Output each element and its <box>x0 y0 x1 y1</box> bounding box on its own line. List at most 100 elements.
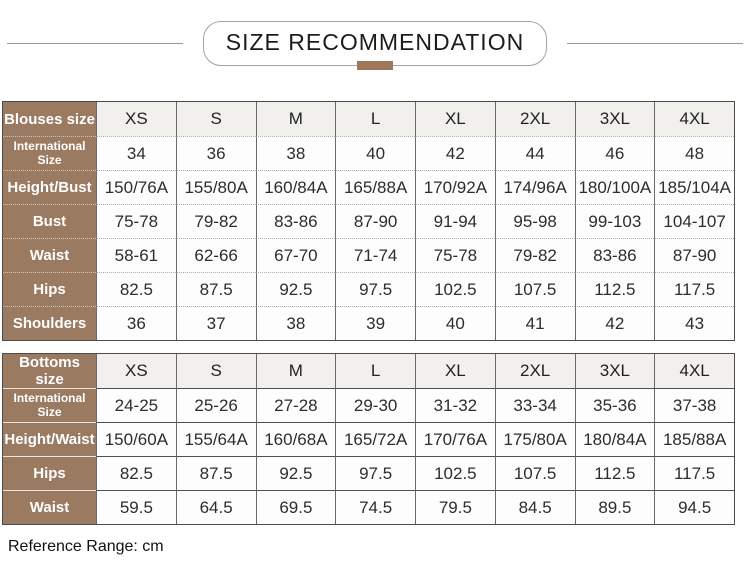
data-cell: 87.5 <box>175 456 256 490</box>
data-cell: 180/100A <box>574 170 655 204</box>
data-cell: 40 <box>415 306 495 340</box>
data-cell: 97.5 <box>335 456 415 490</box>
data-cell: 104-107 <box>654 204 734 238</box>
data-cell: 59.5 <box>96 490 176 524</box>
data-cell: 67-70 <box>255 238 336 272</box>
data-cell: 24-25 <box>96 388 176 422</box>
data-cell: 29-30 <box>335 388 415 422</box>
title-right-line <box>567 42 744 44</box>
row-label-cell: Hips <box>3 272 96 306</box>
data-cell: 83-86 <box>255 204 336 238</box>
data-cell: 62-66 <box>175 238 256 272</box>
page-title: SIZE RECOMMENDATION <box>202 20 548 70</box>
data-cell: 38 <box>255 136 336 170</box>
data-cell: 174/96A <box>494 170 575 204</box>
data-cell: 46 <box>574 136 655 170</box>
size-header-cell: 4XL <box>654 102 734 136</box>
data-cell: 79-82 <box>494 238 575 272</box>
data-cell: 155/80A <box>175 170 256 204</box>
data-cell: 27-28 <box>255 388 336 422</box>
data-cell: 79.5 <box>415 490 495 524</box>
data-cell: 48 <box>654 136 734 170</box>
data-cell: 38 <box>255 306 336 340</box>
data-cell: 37-38 <box>654 388 734 422</box>
row-label-cell: Waist <box>3 238 96 272</box>
data-cell: 95-98 <box>494 204 575 238</box>
data-cell: 71-74 <box>335 238 415 272</box>
size-header-cell: XS <box>96 354 176 388</box>
reference-note: Reference Range: cm <box>8 538 164 555</box>
data-cell: 185/88A <box>654 422 734 456</box>
size-header-cell: 4XL <box>654 354 734 388</box>
data-cell: 36 <box>175 136 256 170</box>
data-cell: 102.5 <box>415 456 495 490</box>
data-cell: 82.5 <box>96 272 176 306</box>
page-title-text: SIZE RECOMMENDATION <box>225 28 525 55</box>
data-cell: 97.5 <box>335 272 415 306</box>
table-header-label: Bottoms size <box>3 354 96 388</box>
size-header-cell: S <box>175 354 256 388</box>
data-cell: 40 <box>335 136 415 170</box>
size-header-cell: XS <box>96 102 176 136</box>
data-cell: 92.5 <box>255 272 336 306</box>
data-cell: 74.5 <box>335 490 415 524</box>
data-cell: 92.5 <box>255 456 336 490</box>
data-cell: 82.5 <box>96 456 176 490</box>
title-accent-bar <box>356 60 393 70</box>
blouses-size-table: Blouses size XS S M L XL 2XL 3XL 4XL Internationa… <box>2 101 735 341</box>
data-cell: 175/80A <box>494 422 575 456</box>
row-label-cell: Hips <box>3 456 96 490</box>
size-header-cell: 2XL <box>494 102 575 136</box>
data-cell: 117.5 <box>654 272 734 306</box>
data-cell: 87.5 <box>175 272 256 306</box>
data-cell: 160/68A <box>255 422 336 456</box>
data-cell: 150/60A <box>96 422 176 456</box>
data-cell: 39 <box>335 306 415 340</box>
size-header-cell: 3XL <box>574 354 655 388</box>
data-cell: 112.5 <box>574 456 655 490</box>
data-cell: 37 <box>175 306 256 340</box>
table-header-label: Blouses size <box>3 102 96 136</box>
row-label-cell: International Size <box>3 388 96 422</box>
size-header-cell: XL <box>415 102 495 136</box>
data-cell: 89.5 <box>574 490 655 524</box>
data-cell: 42 <box>415 136 495 170</box>
data-cell: 58-61 <box>96 238 176 272</box>
data-cell: 33-34 <box>494 388 575 422</box>
data-cell: 25-26 <box>175 388 256 422</box>
row-label-cell: Shoulders <box>3 306 96 340</box>
size-header-cell: XL <box>415 354 495 388</box>
data-cell: 155/64A <box>175 422 256 456</box>
data-cell: 165/72A <box>335 422 415 456</box>
data-cell: 83-86 <box>574 238 655 272</box>
data-cell: 75-78 <box>96 204 176 238</box>
data-cell: 84.5 <box>494 490 575 524</box>
data-cell: 170/76A <box>415 422 495 456</box>
data-cell: 102.5 <box>415 272 495 306</box>
data-cell: 107.5 <box>494 272 575 306</box>
title-left-line <box>6 42 183 44</box>
row-label-cell: Bust <box>3 204 96 238</box>
size-header-cell: M <box>255 354 336 388</box>
data-cell: 44 <box>494 136 575 170</box>
data-cell: 99-103 <box>574 204 655 238</box>
size-header-cell: 3XL <box>574 102 655 136</box>
size-header-cell: L <box>335 354 415 388</box>
data-cell: 35-36 <box>574 388 655 422</box>
row-label-cell: Waist <box>3 490 96 524</box>
data-cell: 165/88A <box>335 170 415 204</box>
size-header-cell: M <box>255 102 336 136</box>
data-cell: 112.5 <box>574 272 655 306</box>
data-cell: 87-90 <box>654 238 734 272</box>
data-cell: 75-78 <box>415 238 495 272</box>
size-header-cell: 2XL <box>494 354 575 388</box>
data-cell: 107.5 <box>494 456 575 490</box>
data-cell: 64.5 <box>175 490 256 524</box>
data-cell: 150/76A <box>96 170 176 204</box>
size-header-cell: L <box>335 102 415 136</box>
data-cell: 185/104A <box>654 170 734 204</box>
data-cell: 117.5 <box>654 456 734 490</box>
row-label-cell: Height/Waist <box>3 422 96 456</box>
bottoms-size-table: Bottoms size XS S M L XL 2XL 3XL 4XL Internationa… <box>2 353 735 525</box>
